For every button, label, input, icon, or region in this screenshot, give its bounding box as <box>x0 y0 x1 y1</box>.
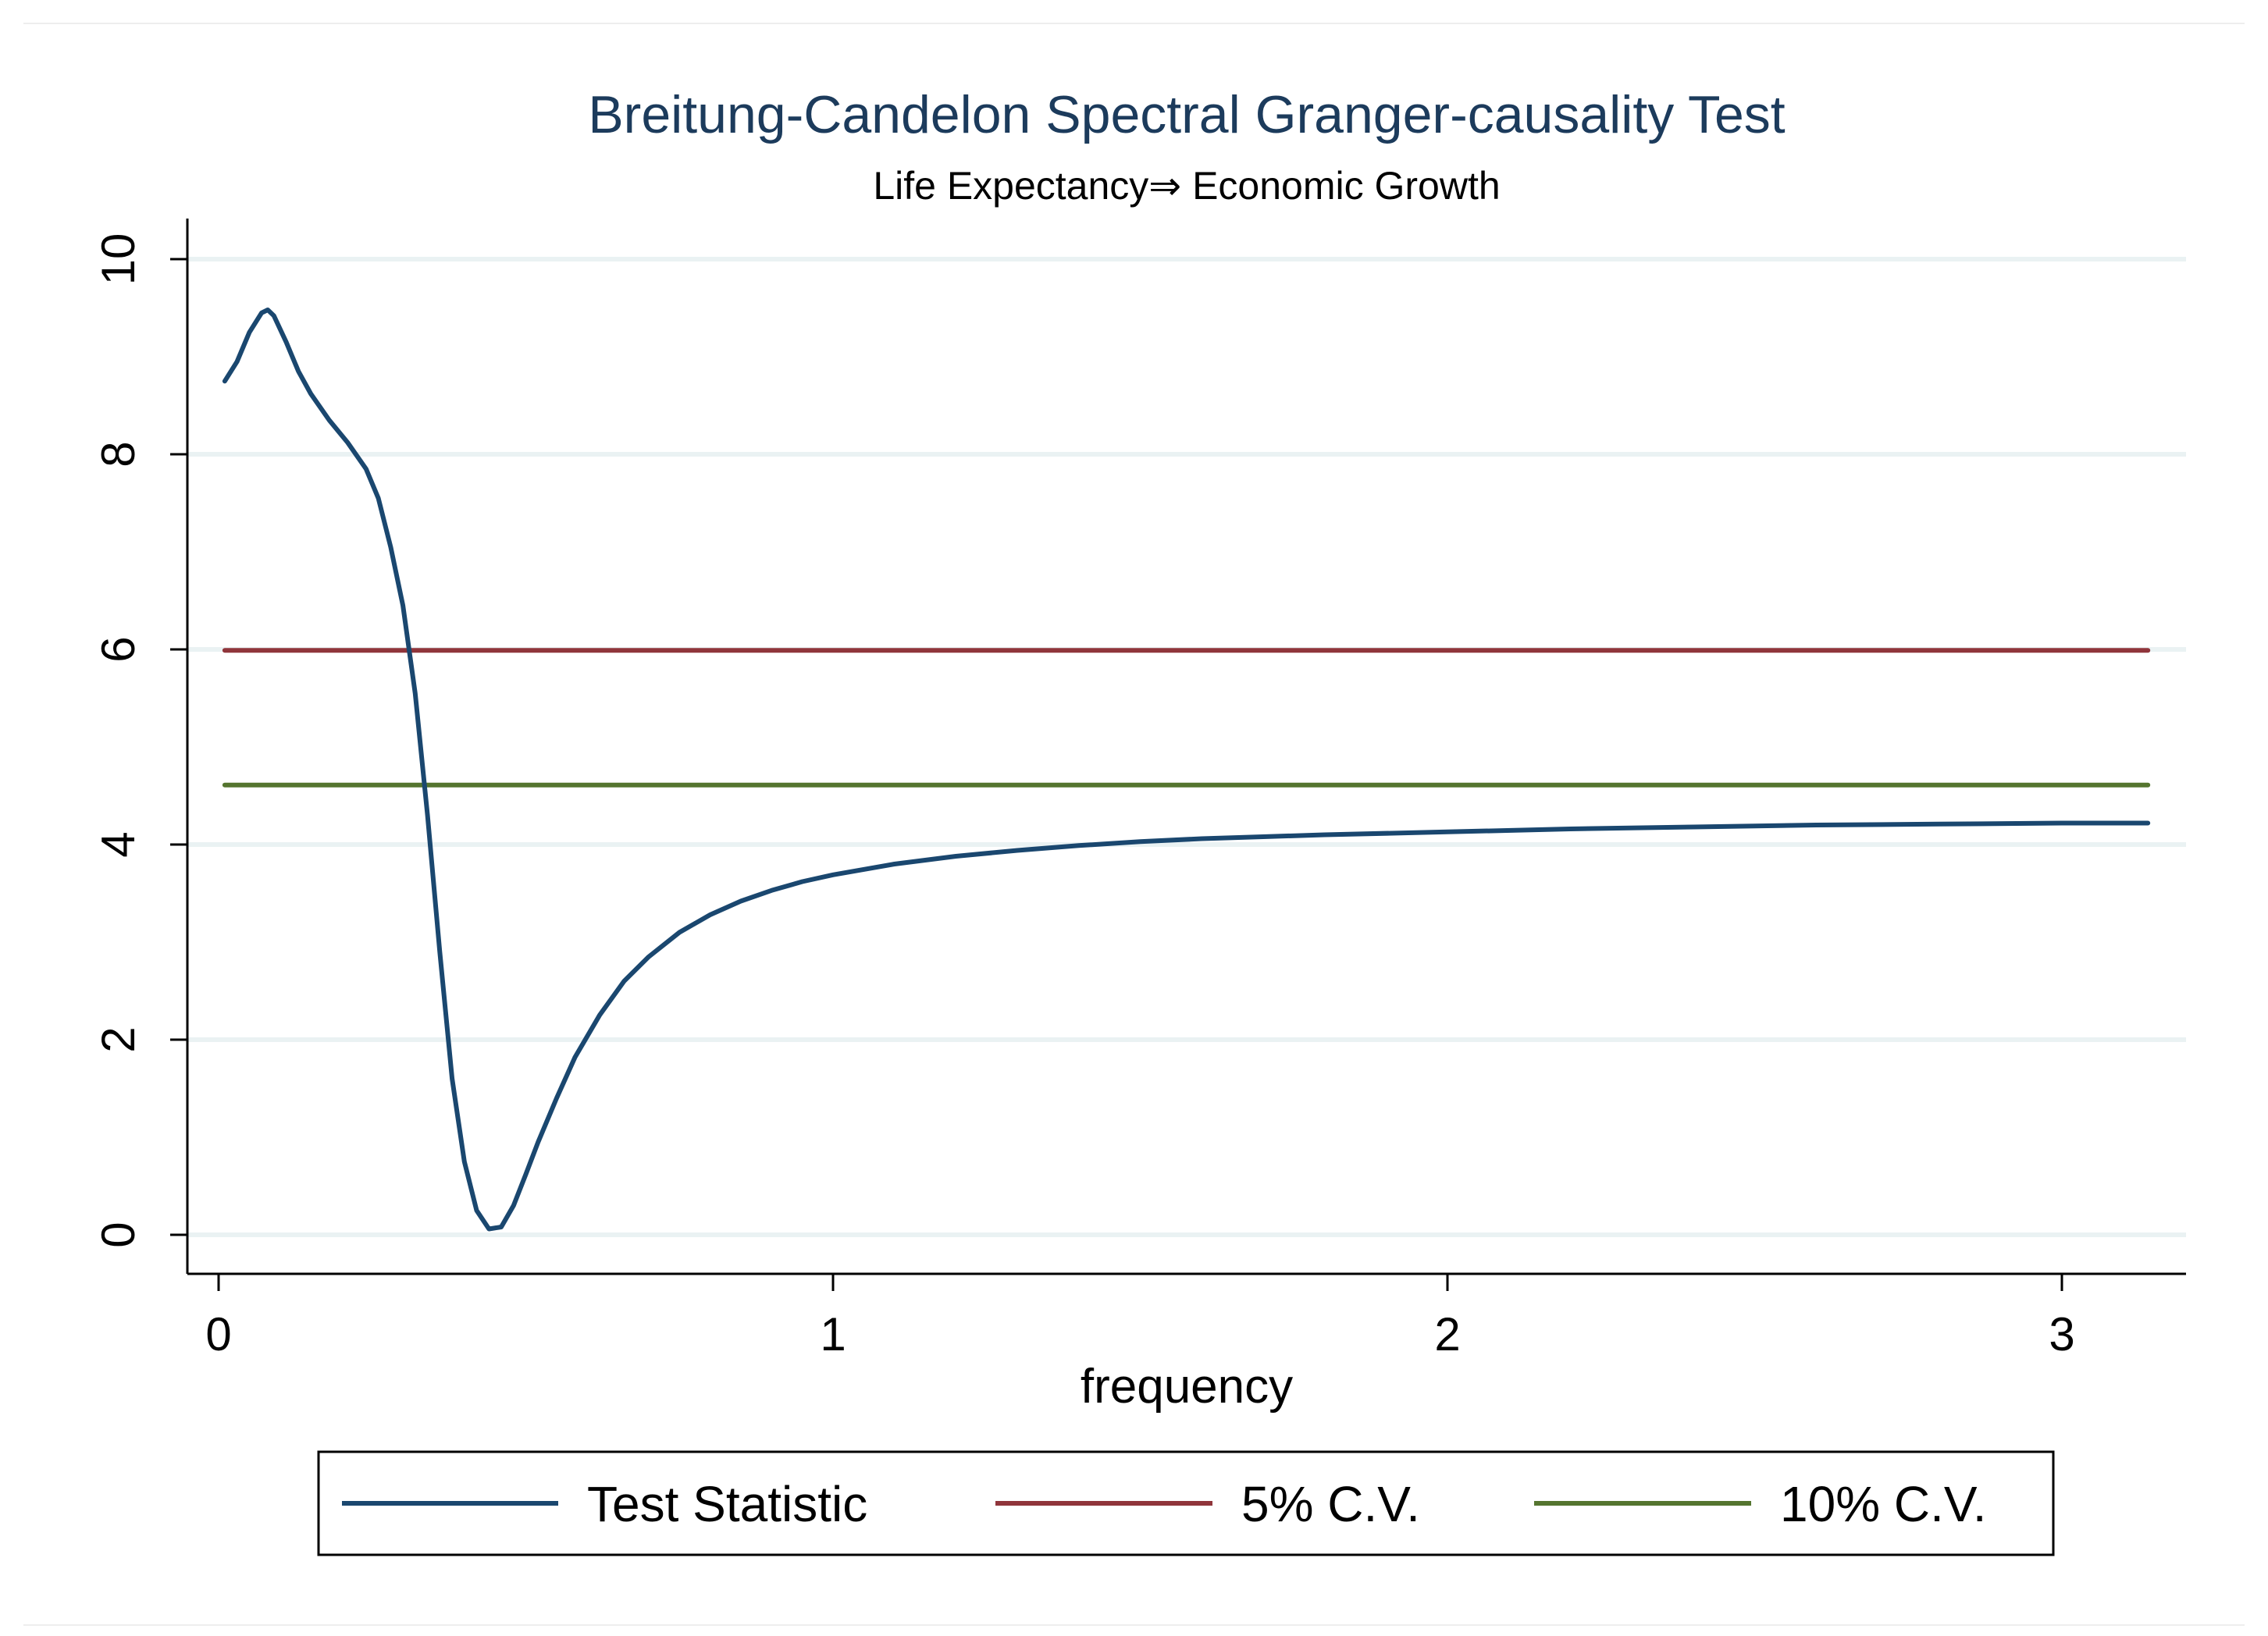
y-tick-label: 2 <box>92 1026 144 1052</box>
series-line-test-statistic <box>222 308 2151 1232</box>
x-tick-label: 0 <box>205 1308 231 1360</box>
plot-series <box>222 308 2151 1232</box>
y-tick-label: 8 <box>92 441 144 467</box>
y-tick-label: 6 <box>92 636 144 662</box>
legend: Test Statistic 5% C.V. 10% C.V. <box>317 1450 2055 1556</box>
x-axis-title: frequency <box>1081 1360 1293 1414</box>
y-tick-label: 4 <box>92 831 144 857</box>
legend-label-test-statistic: Test Statistic <box>587 1476 867 1532</box>
x-tick-label: 2 <box>1434 1308 1460 1360</box>
x-tick-label: 1 <box>820 1308 846 1360</box>
chart-title: Breitung-Candelon Spectral Granger-causa… <box>588 85 1785 144</box>
axis-ticks: 0 2 4 6 8 10 0 1 2 3 <box>92 233 2075 1360</box>
legend-label-5pct-cv: 5% C.V. <box>1241 1476 1420 1532</box>
legend-label-10pct-cv: 10% C.V. <box>1780 1476 1986 1532</box>
y-tick-label: 0 <box>92 1222 144 1247</box>
y-tick-label: 10 <box>92 233 144 286</box>
axes <box>186 219 2186 1275</box>
x-tick-label: 3 <box>2049 1308 2074 1360</box>
chart-subtitle: Life Expectancy⇒ Economic Growth <box>873 164 1500 208</box>
